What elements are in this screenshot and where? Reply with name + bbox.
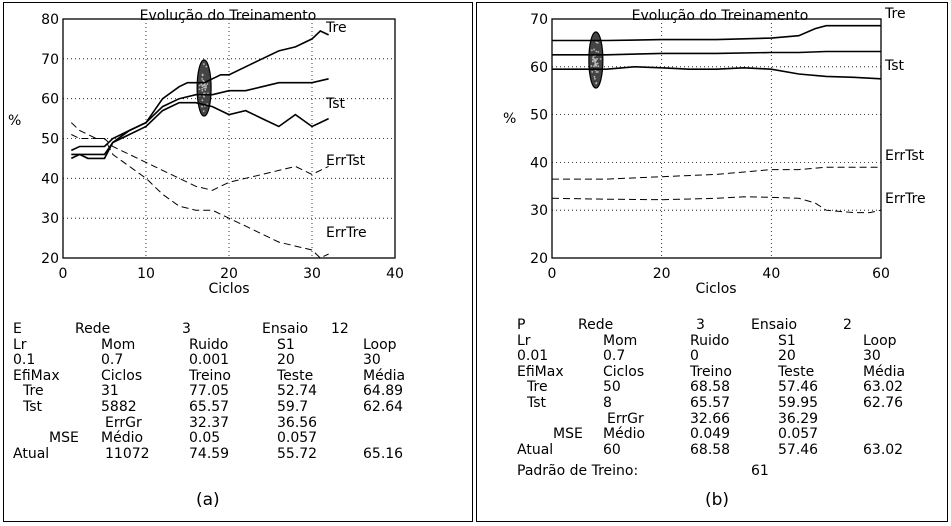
highlight-speckle bbox=[594, 63, 596, 65]
stats-cell: 36.29 bbox=[778, 412, 818, 427]
stats-cell: 0 bbox=[690, 349, 699, 364]
series-line bbox=[552, 26, 881, 41]
y-tick-label: 40 bbox=[530, 155, 548, 171]
stats-cell: 0.049 bbox=[690, 427, 730, 442]
highlight-speckle bbox=[596, 82, 598, 84]
stats-cell: MSE bbox=[553, 427, 583, 442]
highlight-speckle bbox=[593, 65, 595, 67]
series-label: ErrTst bbox=[885, 148, 925, 164]
stats-cell: Ruido bbox=[690, 334, 729, 349]
stats-cell: Médio bbox=[603, 427, 645, 442]
y-tick-label: 20 bbox=[530, 251, 548, 267]
stats-cell: 20 bbox=[778, 349, 796, 364]
stats-cell: Tre bbox=[527, 380, 548, 395]
stats-cell: Média bbox=[863, 365, 905, 380]
y-tick-label: 70 bbox=[530, 12, 548, 28]
series-label: Tst bbox=[884, 58, 905, 74]
stats-cell: Ciclos bbox=[603, 365, 644, 380]
highlight-speckle bbox=[600, 58, 602, 60]
series-label: Tre bbox=[884, 6, 906, 22]
stats-cell: 32.66 bbox=[690, 412, 730, 427]
chart-title: Evolução do Treinamento bbox=[632, 8, 809, 24]
stats-cell: 63.02 bbox=[863, 380, 903, 395]
stats-cell: 2 bbox=[843, 318, 852, 333]
stats-cell: 61 bbox=[751, 464, 769, 479]
highlight-speckle bbox=[591, 49, 593, 51]
highlight-speckle bbox=[595, 60, 597, 62]
highlight-speckle bbox=[594, 76, 596, 78]
x-tick-label: 20 bbox=[653, 266, 671, 282]
stats-cell: 57.46 bbox=[778, 443, 818, 458]
highlight-speckle bbox=[594, 78, 596, 80]
highlight-speckle bbox=[597, 51, 599, 53]
caption-b: (b) bbox=[705, 490, 729, 510]
y-tick-label: 30 bbox=[530, 203, 548, 219]
stats-cell: Tst bbox=[527, 396, 546, 411]
highlight-speckle bbox=[591, 65, 593, 67]
y-axis-label: % bbox=[503, 111, 516, 127]
stats-cell: 8 bbox=[603, 396, 612, 411]
stats-cell: S1 bbox=[778, 334, 796, 349]
stats-cell: Mom bbox=[603, 334, 637, 349]
series-line bbox=[552, 167, 881, 179]
highlight-speckle bbox=[597, 71, 599, 73]
stats-cell: 57.46 bbox=[778, 380, 818, 395]
highlight-speckle bbox=[595, 65, 597, 67]
highlight-speckle bbox=[596, 58, 598, 60]
highlight-speckle bbox=[597, 63, 599, 65]
stats-cell: 68.58 bbox=[690, 443, 730, 458]
stats-cell: Lr bbox=[517, 334, 531, 349]
stats-cell: 3 bbox=[696, 318, 705, 333]
highlight-speckle bbox=[591, 71, 593, 73]
highlight-speckle bbox=[597, 65, 599, 67]
stats-cell: 30 bbox=[863, 349, 881, 364]
highlight-speckle bbox=[595, 50, 597, 52]
stats-cell: P bbox=[517, 318, 525, 333]
y-tick-label: 50 bbox=[530, 108, 548, 124]
stats-cell: Loop bbox=[863, 334, 897, 349]
x-tick-label: 60 bbox=[872, 266, 890, 282]
x-tick-label: 0 bbox=[548, 266, 557, 282]
highlight-speckle bbox=[593, 56, 595, 58]
stats-cell: Padrão de Treino: bbox=[517, 464, 638, 479]
stats-cell: 0.01 bbox=[517, 349, 548, 364]
stats-cell: 63.02 bbox=[863, 443, 903, 458]
stats-cell: 60 bbox=[603, 443, 621, 458]
highlight-speckle bbox=[593, 49, 595, 51]
stats-cell: 0.7 bbox=[603, 349, 625, 364]
stats-cell: 62.76 bbox=[863, 396, 903, 411]
stats-cell: Teste bbox=[778, 365, 814, 380]
stats-cell: 50 bbox=[603, 380, 621, 395]
stats-cell: 65.57 bbox=[690, 396, 730, 411]
highlight-speckle bbox=[592, 61, 594, 63]
stats-cell: Ensaio bbox=[751, 318, 797, 333]
highlight-speckle bbox=[593, 58, 595, 60]
stats-cell: 68.58 bbox=[690, 380, 730, 395]
x-axis-label: Ciclos bbox=[695, 281, 736, 297]
stats-cell: Rede bbox=[578, 318, 613, 333]
y-tick-label: 60 bbox=[530, 60, 548, 76]
x-tick-label: 40 bbox=[762, 266, 780, 282]
stats-cell: 59.95 bbox=[778, 396, 818, 411]
series-label: ErrTre bbox=[885, 191, 926, 207]
stats-cell: 0.057 bbox=[778, 427, 818, 442]
highlight-speckle bbox=[597, 42, 599, 44]
stats-cell: EfiMax bbox=[517, 365, 564, 380]
stats-cell: ErrGr bbox=[607, 412, 644, 427]
stats-cell: Treino bbox=[690, 365, 732, 380]
stats-cell: Atual bbox=[517, 443, 553, 458]
